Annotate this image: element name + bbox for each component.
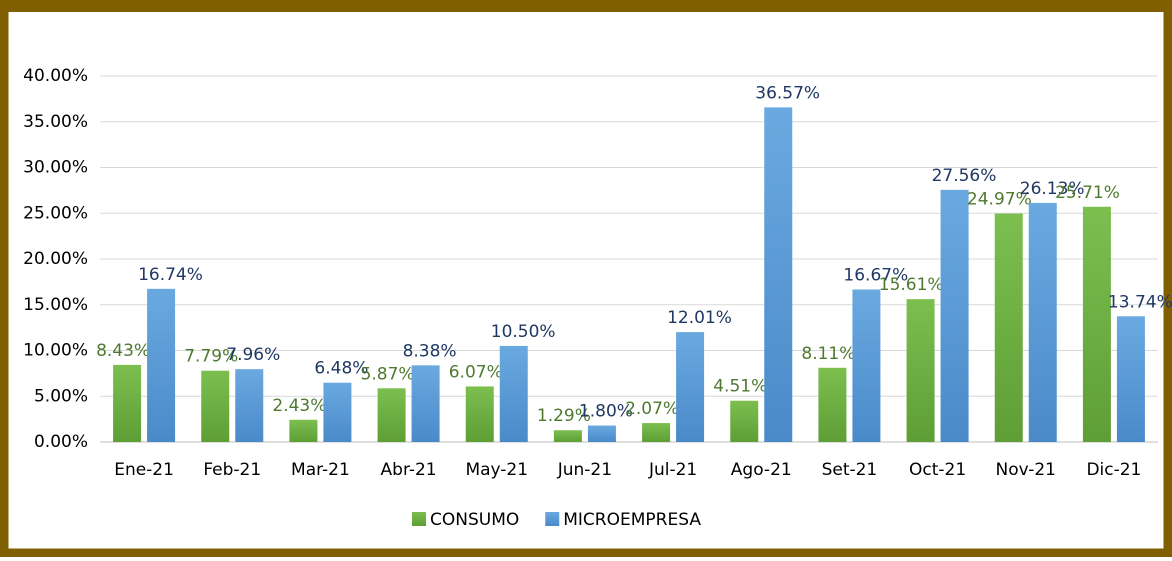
value-label: 8.11%	[801, 344, 855, 364]
value-label: 7.96%	[226, 345, 280, 365]
x-tick-label: Jun-21	[557, 460, 612, 480]
y-tick-label: 0.00%	[34, 432, 88, 452]
value-label: 16.67%	[843, 265, 908, 285]
bar	[1028, 202, 1057, 442]
bar	[1082, 206, 1111, 442]
value-label: 1.29%	[537, 406, 591, 426]
y-tick-label: 30.00%	[23, 158, 88, 178]
value-label: 7.79%	[184, 347, 238, 367]
bar	[113, 364, 142, 442]
bar	[499, 345, 528, 442]
value-label: 6.07%	[449, 362, 503, 382]
value-label: 1.80%	[579, 402, 633, 422]
y-tick-label: 25.00%	[23, 203, 88, 223]
value-label: 16.74%	[138, 265, 203, 285]
value-label: 5.87%	[361, 364, 415, 384]
bar	[906, 299, 935, 442]
legend-swatch	[412, 512, 426, 526]
value-label: 24.97%	[967, 190, 1032, 210]
bar	[818, 367, 847, 442]
value-label: 36.57%	[755, 83, 820, 103]
y-tick-label: 20.00%	[23, 249, 88, 269]
bar	[377, 388, 406, 442]
y-tick-label: 35.00%	[23, 112, 88, 132]
value-label: 2.43%	[272, 396, 326, 416]
x-tick-label: Ago-21	[731, 460, 792, 480]
bar	[201, 370, 230, 442]
y-tick-label: 40.00%	[23, 66, 88, 86]
x-tick-label: Set-21	[822, 460, 878, 480]
y-tick-label: 5.00%	[34, 386, 88, 406]
legend-swatch	[545, 512, 560, 526]
value-label: 13.74%	[1108, 292, 1172, 312]
top-border	[0, 0, 1172, 12]
x-tick-label: Nov-21	[996, 460, 1057, 480]
bar	[764, 107, 793, 443]
value-label: 6.48%	[314, 359, 368, 379]
bar	[587, 425, 616, 442]
legend-label: MICROEMPRESA	[563, 510, 701, 530]
value-label: 26.13%	[1020, 179, 1085, 199]
bar	[411, 365, 440, 442]
x-tick-label: Abr-21	[381, 460, 437, 480]
value-label: 12.01%	[667, 308, 732, 328]
x-tick-label: Dic-21	[1086, 460, 1141, 480]
x-tick-label: Jul-21	[648, 460, 697, 480]
bar	[940, 189, 969, 442]
value-label: 8.43%	[96, 341, 150, 361]
bar	[852, 289, 881, 442]
value-label: 10.50%	[491, 322, 556, 342]
x-tick-label: Ene-21	[114, 460, 174, 480]
y-tick-label: 15.00%	[23, 295, 88, 315]
bar	[642, 423, 671, 442]
bar	[465, 386, 494, 442]
value-label: 15.61%	[879, 275, 944, 295]
x-tick-label: Feb-21	[203, 460, 261, 480]
bar	[1116, 316, 1145, 442]
bar	[553, 430, 582, 442]
bar	[323, 382, 352, 442]
bar	[235, 369, 264, 442]
bar	[730, 400, 759, 442]
bar	[147, 288, 176, 442]
y-tick-label: 10.00%	[23, 341, 88, 361]
value-label: 4.51%	[713, 377, 767, 397]
bar	[994, 213, 1023, 442]
legend-label: CONSUMO	[430, 510, 519, 530]
x-tick-label: May-21	[465, 460, 528, 480]
bar	[289, 419, 318, 442]
x-tick-label: Oct-21	[909, 460, 966, 480]
value-label: 8.38%	[403, 341, 457, 361]
value-label: 2.07%	[625, 399, 679, 419]
value-label: 27.56%	[932, 166, 997, 186]
value-label: 25.71%	[1055, 183, 1120, 203]
bar	[676, 332, 705, 442]
x-tick-label: Mar-21	[291, 460, 350, 480]
